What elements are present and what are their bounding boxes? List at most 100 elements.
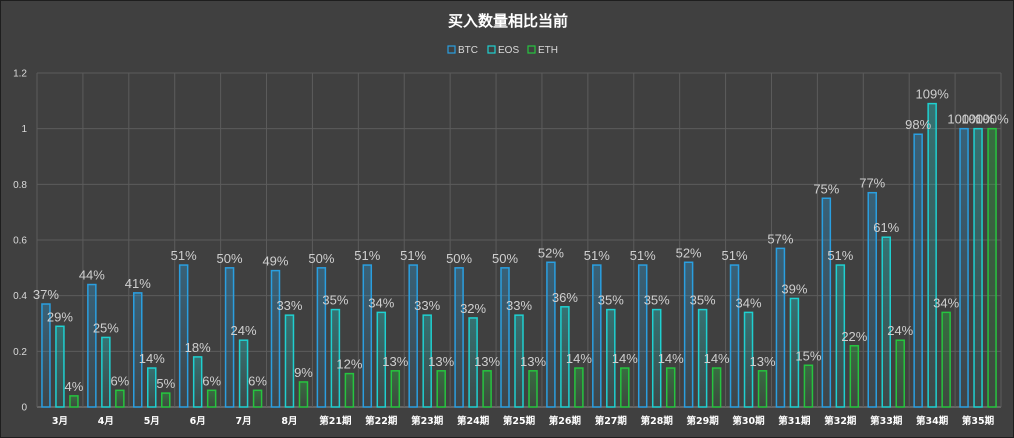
data-label-eth: 6% (248, 373, 267, 388)
data-label-eos: 34% (368, 295, 394, 310)
bar-eos (284, 314, 295, 408)
legend-label-eos: EOS (498, 45, 519, 56)
data-label-eth: 15% (795, 348, 821, 363)
data-label-eos: 25% (93, 320, 119, 335)
y-tick-label: 1.2 (13, 69, 27, 80)
bar-btc (362, 264, 373, 408)
bar-eos (468, 317, 478, 408)
data-label-eth: 13% (520, 354, 546, 369)
legend-swatch-eos (487, 45, 496, 54)
bar-btc (592, 264, 602, 408)
y-tick-label: 1 (21, 124, 27, 135)
data-label-eth: 13% (750, 354, 776, 369)
legend-label-eth: ETH (538, 45, 558, 56)
bar-eth (665, 367, 676, 408)
data-label-btc: 51% (630, 248, 656, 263)
data-label-eth: 100% (975, 112, 1009, 127)
data-label-btc: 51% (400, 248, 426, 263)
x-tick-label: 第22期 (365, 415, 397, 427)
data-label-eos: 29% (47, 309, 73, 324)
y-tick-label: 0.2 (13, 347, 27, 358)
bar-btc (316, 267, 327, 408)
data-label-btc: 100% (947, 112, 981, 127)
x-tick-label: 第30期 (732, 415, 764, 427)
data-label-btc: 52% (676, 245, 702, 260)
data-label-btc: 50% (492, 251, 518, 266)
bar-eth (757, 370, 768, 408)
bar-eos (238, 339, 249, 408)
bar-eos (330, 308, 341, 408)
bar-eth (987, 127, 997, 408)
bar-btc (913, 133, 923, 408)
x-tick-label: 8月 (281, 416, 297, 427)
data-label-eos: 39% (781, 281, 807, 296)
bar-eos (881, 236, 891, 408)
bar-eth (849, 345, 860, 408)
chart-title: 买入数量相比当前 (448, 12, 568, 30)
bar-btc (959, 127, 969, 408)
x-tick-label: 第27期 (595, 415, 627, 427)
x-tick-label: 第35期 (962, 415, 994, 427)
bar-eth (482, 370, 492, 408)
bar-eth (298, 381, 309, 408)
bar-eos (697, 308, 708, 408)
data-label-btc: 77% (859, 176, 885, 191)
bar-eos (147, 367, 157, 408)
bar-eth (206, 389, 217, 408)
data-label-eth: 24% (887, 323, 913, 338)
data-label-eos: 32% (460, 301, 486, 316)
bar-eos (651, 308, 662, 408)
data-label-eos: 100% (961, 112, 995, 127)
y-tick-label: 0 (21, 403, 27, 414)
data-label-eth: 13% (474, 354, 500, 369)
bar-eth (390, 370, 401, 408)
x-tick-label: 第32期 (824, 415, 856, 427)
bar-btc (87, 283, 97, 408)
data-label-btc: 50% (308, 251, 334, 266)
data-label-eth: 13% (382, 354, 408, 369)
bar-eos (927, 102, 937, 408)
data-label-eos: 35% (322, 293, 348, 308)
bar-eth (895, 339, 905, 408)
x-tick-label: 第34期 (916, 415, 948, 427)
data-label-btc: 41% (125, 276, 151, 291)
y-axis: 0 0.2 0.4 0.6 0.8 1 1.2 (13, 69, 27, 414)
x-tick-label: 第31期 (778, 415, 810, 427)
bar-btc (454, 267, 464, 408)
bar-eth (252, 389, 263, 408)
bar-eth (115, 389, 125, 408)
x-tick-label: 4月 (98, 416, 114, 427)
gridlines (36, 72, 1002, 408)
bar-btc (408, 264, 418, 408)
data-label-btc: 50% (446, 251, 472, 266)
x-tick-label: 7月 (236, 416, 252, 427)
data-label-eth: 34% (933, 295, 959, 310)
data-label-eth: 6% (110, 373, 129, 388)
bar-eth (69, 395, 79, 408)
data-label-btc: 57% (767, 231, 793, 246)
x-tick-label: 第29期 (687, 415, 719, 427)
legend-swatch-btc (447, 45, 456, 54)
x-axis: 3月 4月 5月 6月 7月 8月 第21期 第22期 第23期 第24期 第25期 第26期 第27期… (52, 415, 994, 427)
bar-btc (821, 197, 832, 408)
data-label-eos: 35% (690, 293, 716, 308)
bar-eos (422, 314, 432, 408)
data-label-eos: 33% (276, 298, 302, 313)
bar-eth (574, 367, 584, 408)
bar-eos (743, 311, 754, 408)
bar-btc (41, 303, 51, 408)
x-tick-label: 6月 (190, 416, 206, 427)
bar-btc (224, 267, 235, 408)
legend-swatch-eth (527, 45, 536, 54)
bar-eth (803, 364, 814, 408)
data-label-eth: 14% (704, 351, 730, 366)
data-label-eth: 22% (841, 329, 867, 344)
bar-btc (867, 191, 877, 408)
data-label-eth: 13% (428, 354, 454, 369)
bar-eos (514, 314, 524, 408)
data-label-eth: 5% (156, 376, 175, 391)
data-label-btc: 51% (171, 248, 197, 263)
data-label-eth: 14% (658, 351, 684, 366)
